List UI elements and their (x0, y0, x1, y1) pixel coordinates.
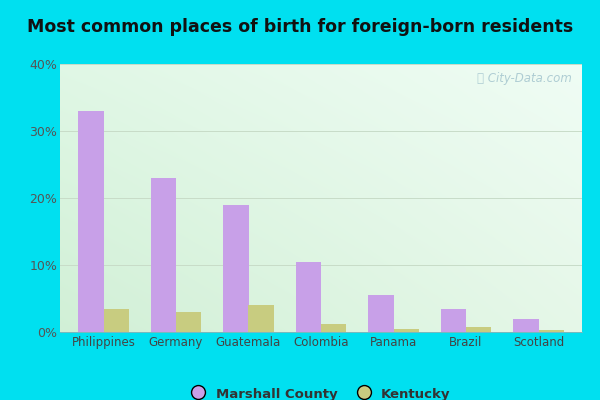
Bar (248, 305, 274, 332)
Bar (321, 324, 346, 332)
Bar (466, 327, 491, 332)
Bar (539, 330, 564, 332)
Bar (223, 205, 248, 332)
Text: ⭘ City-Data.com: ⭘ City-Data.com (476, 72, 572, 85)
Bar (176, 312, 202, 332)
Bar (151, 178, 176, 332)
Bar (440, 308, 466, 332)
Bar (513, 318, 539, 332)
Legend: Marshall County, Kentucky: Marshall County, Kentucky (187, 382, 455, 400)
Text: Most common places of birth for foreign-born residents: Most common places of birth for foreign-… (27, 18, 573, 36)
Bar (104, 308, 129, 332)
Bar (368, 295, 394, 332)
Bar (78, 111, 104, 332)
Bar (296, 262, 321, 332)
Bar (394, 329, 419, 332)
